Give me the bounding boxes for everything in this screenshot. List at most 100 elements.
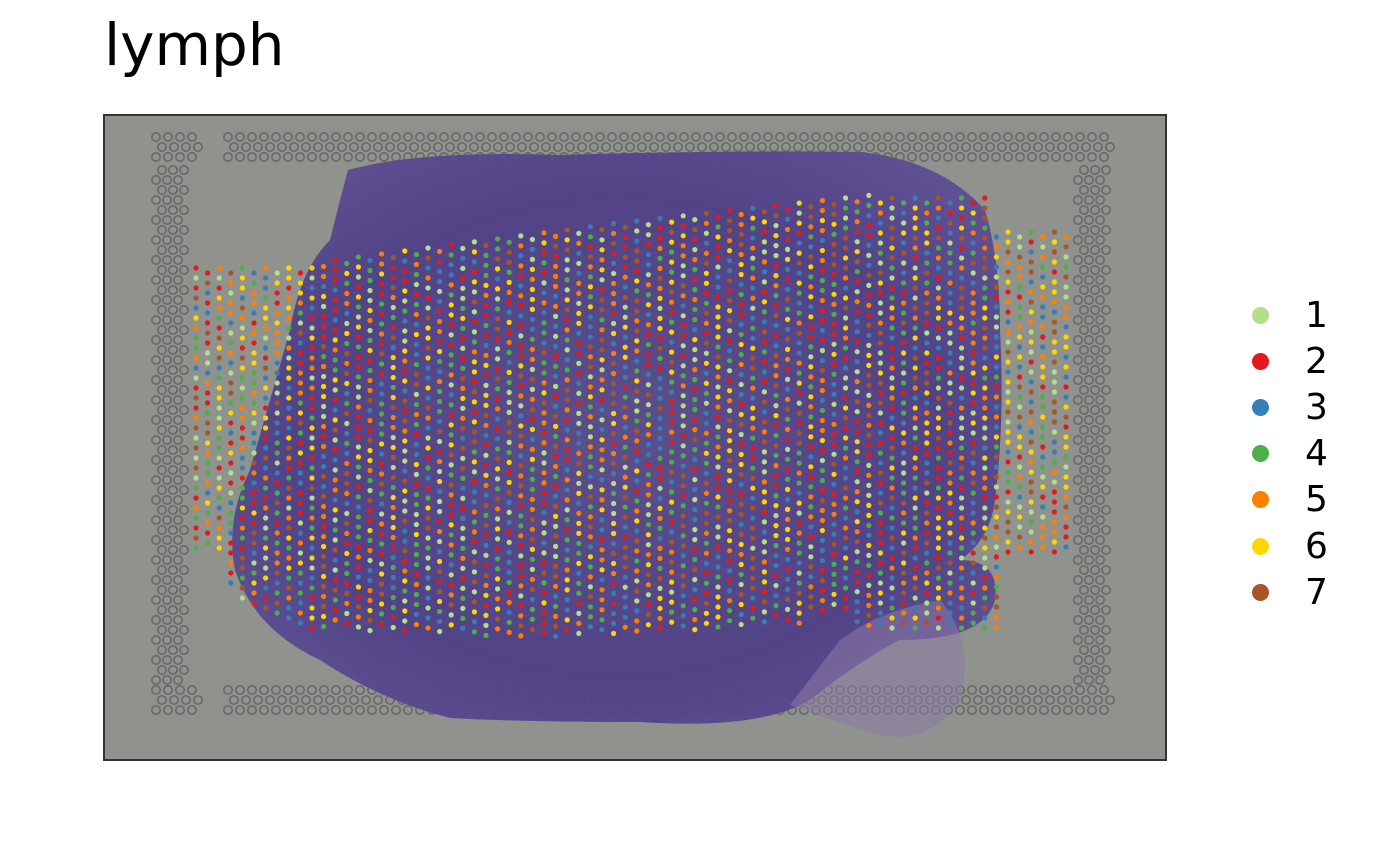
spot-cluster-1 bbox=[901, 260, 907, 266]
fiducial-spot bbox=[168, 264, 179, 275]
spot-cluster-4 bbox=[529, 336, 536, 342]
spot-cluster-5 bbox=[947, 320, 953, 326]
spot-cluster-3 bbox=[773, 343, 779, 349]
spot-cluster-3 bbox=[518, 413, 524, 419]
fiducial-spot bbox=[780, 142, 791, 153]
spot-cluster-2 bbox=[877, 540, 884, 546]
spot-cluster-3 bbox=[460, 515, 466, 522]
spot-cluster-6 bbox=[1005, 359, 1011, 365]
spot-cluster-3 bbox=[785, 326, 791, 332]
spot-cluster-3 bbox=[657, 385, 663, 391]
spot-cluster-3 bbox=[1063, 544, 1069, 550]
spot-cluster-2 bbox=[831, 361, 837, 367]
spot-cluster-5 bbox=[1063, 494, 1069, 500]
spot-cluster-1 bbox=[564, 287, 570, 293]
spot-cluster-1 bbox=[297, 520, 303, 526]
spot-cluster-4 bbox=[970, 250, 976, 256]
spot-cluster-7 bbox=[379, 581, 385, 587]
spot-cluster-5 bbox=[970, 310, 976, 316]
spot-cluster-4 bbox=[541, 360, 547, 366]
spot-cluster-2 bbox=[843, 595, 849, 601]
spot-cluster-3 bbox=[402, 538, 408, 544]
spot-cluster-7 bbox=[935, 435, 942, 441]
fiducial-spot bbox=[258, 152, 269, 163]
spot-cluster-1 bbox=[935, 385, 942, 391]
spot-cluster-4 bbox=[448, 532, 454, 538]
spot-cluster-4 bbox=[263, 295, 269, 301]
spot-cluster-2 bbox=[912, 565, 918, 571]
spot-cluster-7 bbox=[982, 535, 988, 541]
spot-cluster-3 bbox=[715, 284, 721, 290]
fiducial-spot bbox=[175, 132, 186, 143]
spot-cluster-7 bbox=[912, 375, 918, 381]
spot-cluster-7 bbox=[553, 563, 559, 570]
fiducial-spot bbox=[822, 132, 833, 143]
fiducial-spot bbox=[306, 704, 317, 715]
spot-cluster-1 bbox=[541, 550, 547, 556]
spot-cluster-4 bbox=[332, 527, 338, 533]
spot-cluster-7 bbox=[413, 371, 419, 378]
spot-cluster-4 bbox=[773, 433, 779, 439]
spot-cluster-6 bbox=[924, 390, 930, 396]
spot-cluster-1 bbox=[541, 520, 547, 526]
spot-cluster-5 bbox=[634, 548, 640, 554]
spot-cluster-4 bbox=[831, 231, 837, 237]
spot-cluster-5 bbox=[982, 335, 988, 341]
spot-cluster-6 bbox=[309, 335, 315, 341]
spot-cluster-3 bbox=[413, 341, 419, 348]
spot-cluster-6 bbox=[390, 394, 396, 401]
spot-cluster-3 bbox=[761, 369, 768, 375]
spot-cluster-5 bbox=[425, 275, 431, 281]
spot-cluster-3 bbox=[773, 563, 779, 569]
spot-cluster-7 bbox=[587, 254, 594, 260]
spot-cluster-4 bbox=[355, 374, 361, 380]
spot-cluster-3 bbox=[599, 517, 605, 523]
spot-cluster-5 bbox=[518, 613, 524, 619]
fiducial-spot bbox=[151, 394, 162, 405]
spot-cluster-5 bbox=[947, 590, 953, 596]
fiducial-spot bbox=[162, 674, 173, 685]
spot-cluster-3 bbox=[239, 465, 245, 471]
spot-cluster-1 bbox=[355, 274, 361, 280]
spot-cluster-6 bbox=[367, 447, 373, 454]
spot-cluster-6 bbox=[727, 538, 733, 544]
spot-cluster-5 bbox=[564, 477, 570, 483]
spot-cluster-2 bbox=[216, 465, 222, 471]
spot-cluster-7 bbox=[611, 240, 617, 247]
spot-cluster-6 bbox=[993, 434, 1000, 440]
fiducial-spot bbox=[1101, 624, 1112, 635]
spot-cluster-1 bbox=[761, 459, 768, 465]
spot-cluster-6 bbox=[599, 357, 605, 363]
spot-cluster-5 bbox=[831, 501, 837, 507]
spot-cluster-5 bbox=[634, 618, 640, 624]
spot-cluster-2 bbox=[1063, 524, 1069, 530]
spot-cluster-5 bbox=[982, 485, 988, 491]
fiducial-spot bbox=[1073, 235, 1084, 246]
spot-cluster-7 bbox=[529, 376, 536, 382]
spot-cluster-3 bbox=[947, 360, 953, 366]
spot-cluster-3 bbox=[622, 334, 628, 340]
spot-cluster-5 bbox=[634, 348, 640, 354]
spot-cluster-1 bbox=[344, 420, 350, 427]
spot-cluster-1 bbox=[541, 530, 547, 536]
spot-cluster-6 bbox=[796, 600, 802, 606]
spot-cluster-7 bbox=[529, 586, 536, 593]
spot-cluster-1 bbox=[587, 434, 594, 440]
fiducial-spot bbox=[223, 152, 234, 163]
spot-cluster-6 bbox=[657, 605, 663, 612]
spot-cluster-6 bbox=[251, 510, 257, 516]
fiducial-spot bbox=[151, 314, 162, 325]
spot-cluster-7 bbox=[645, 392, 652, 398]
fiducial-spot bbox=[702, 132, 713, 143]
fiducial-spot bbox=[168, 484, 179, 495]
spot-cluster-5 bbox=[808, 284, 814, 290]
spot-cluster-4 bbox=[355, 344, 361, 350]
fiducial-spot bbox=[1084, 354, 1095, 365]
spot-cluster-3 bbox=[831, 521, 837, 527]
spot-cluster-1 bbox=[912, 265, 918, 271]
spot-cluster-6 bbox=[761, 299, 768, 305]
legend-item: 4 bbox=[1252, 431, 1328, 477]
spot-cluster-6 bbox=[715, 494, 721, 500]
spot-cluster-2 bbox=[205, 530, 211, 536]
fiducial-spot bbox=[168, 444, 179, 455]
